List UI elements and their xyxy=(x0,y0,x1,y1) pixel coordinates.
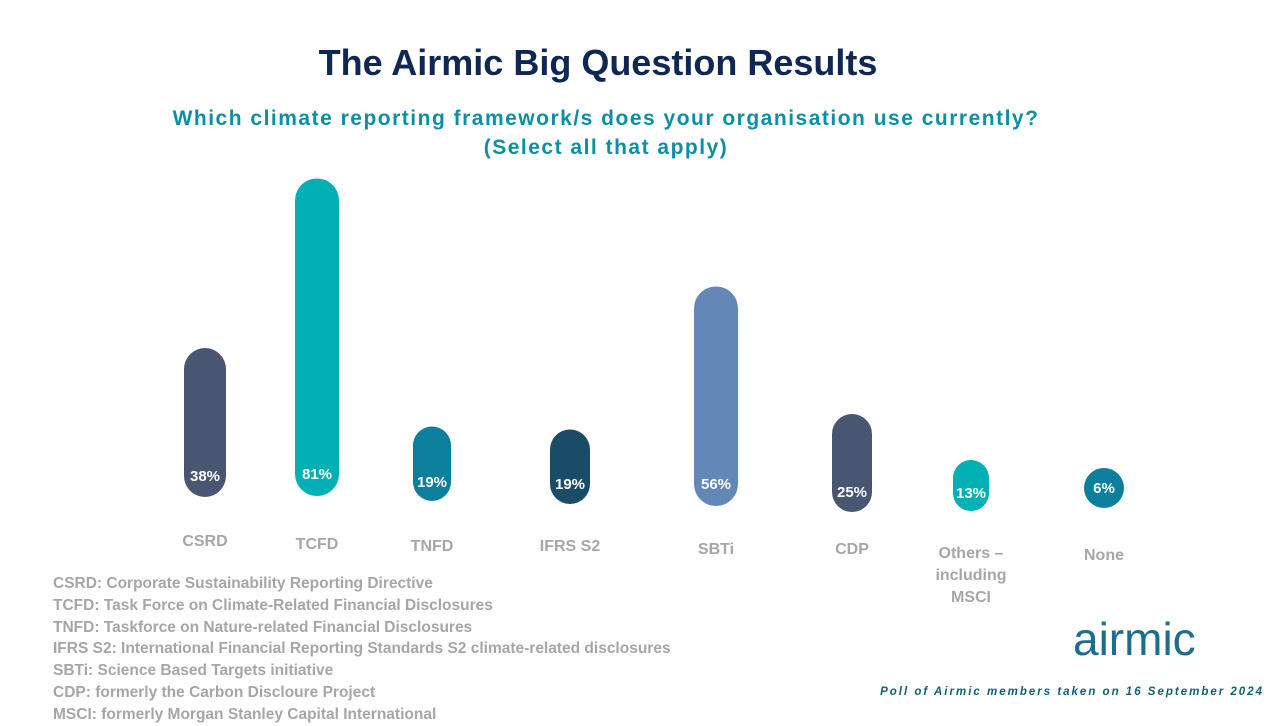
category-label: MSCI xyxy=(951,589,991,606)
note-tnfd: TNFD: Taskforce on Nature-related Financ… xyxy=(53,618,473,636)
note-sbti: SBTi: Science Based Targets initiative xyxy=(53,662,334,680)
question-line-1: Which climate reporting framework/s does… xyxy=(172,107,1040,130)
bar-tnfd xyxy=(413,426,451,501)
value-label: 19% xyxy=(417,474,447,491)
value-label: 38% xyxy=(190,468,220,485)
value-label: 6% xyxy=(1093,480,1115,497)
category-label: CSRD xyxy=(182,533,227,550)
question-line-2: (Select all that apply) xyxy=(483,136,729,159)
note-tcfd: TCFD: Task Force on Climate-Related Fina… xyxy=(53,596,493,614)
value-label: 56% xyxy=(701,476,731,493)
bar-csrd xyxy=(184,348,226,497)
category-label: TCFD xyxy=(296,536,339,553)
bar-cdp xyxy=(832,414,872,512)
page-title: The Airmic Big Question Results xyxy=(318,42,878,83)
value-label: 13% xyxy=(956,485,986,502)
category-label: Others – xyxy=(939,545,1004,562)
value-label: 19% xyxy=(555,476,585,493)
category-label: SBTi xyxy=(698,541,734,558)
bar-others-including-msci xyxy=(953,460,989,511)
value-label: 25% xyxy=(837,484,867,501)
category-label: TNFD xyxy=(411,538,454,555)
category-label: including xyxy=(935,567,1006,584)
category-label: CDP xyxy=(835,541,869,558)
note-cdp: CDP: formerly the Carbon Discloure Proje… xyxy=(53,683,376,701)
note-csrd: CSRD: Corporate Sustainability Reporting… xyxy=(53,575,433,592)
category-label: None xyxy=(1084,547,1124,564)
bar-ifrs-s2 xyxy=(550,429,590,504)
abbreviation-notes: CSRD: Corporate Sustainability Reporting… xyxy=(53,573,671,726)
value-label: 81% xyxy=(302,466,332,483)
bar-sbti xyxy=(694,286,738,506)
bar-none xyxy=(1084,468,1124,508)
poll-footnote: Poll of Airmic members taken on 16 Septe… xyxy=(880,686,1264,698)
note-msci: MSCI: formerly Morgan Stanley Capital In… xyxy=(53,705,437,723)
airmic-logo: airmic xyxy=(1073,613,1196,665)
note-ifrs-s2: IFRS S2: International Financial Reporti… xyxy=(53,640,671,658)
question-subtitle: Which climate reporting framework/s does… xyxy=(0,104,1212,162)
bar-tcfd xyxy=(295,178,339,497)
category-label: IFRS S2 xyxy=(540,538,601,555)
